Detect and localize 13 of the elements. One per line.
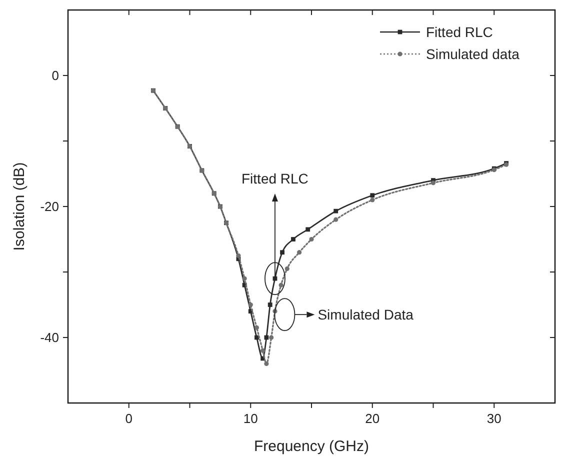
y-tick-label: -20 [40, 199, 59, 214]
y-tick-label: 0 [52, 68, 59, 83]
legend-label: Simulated data [426, 46, 520, 62]
x-tick-label: 30 [486, 411, 502, 426]
x-tick-label: 20 [365, 411, 380, 426]
y-tick-label: -40 [40, 330, 59, 345]
x-axis-title: Frequency (GHz) [254, 438, 370, 455]
x-tick-label: 10 [243, 411, 258, 426]
annotation: Fitted RLC [242, 170, 308, 187]
legend-label: Fitted RLC [426, 24, 493, 40]
y-axis-title: Isolation (dB) [11, 162, 28, 251]
annotation: Simulated Data [318, 306, 414, 323]
x-tick-label: 0 [125, 411, 132, 426]
